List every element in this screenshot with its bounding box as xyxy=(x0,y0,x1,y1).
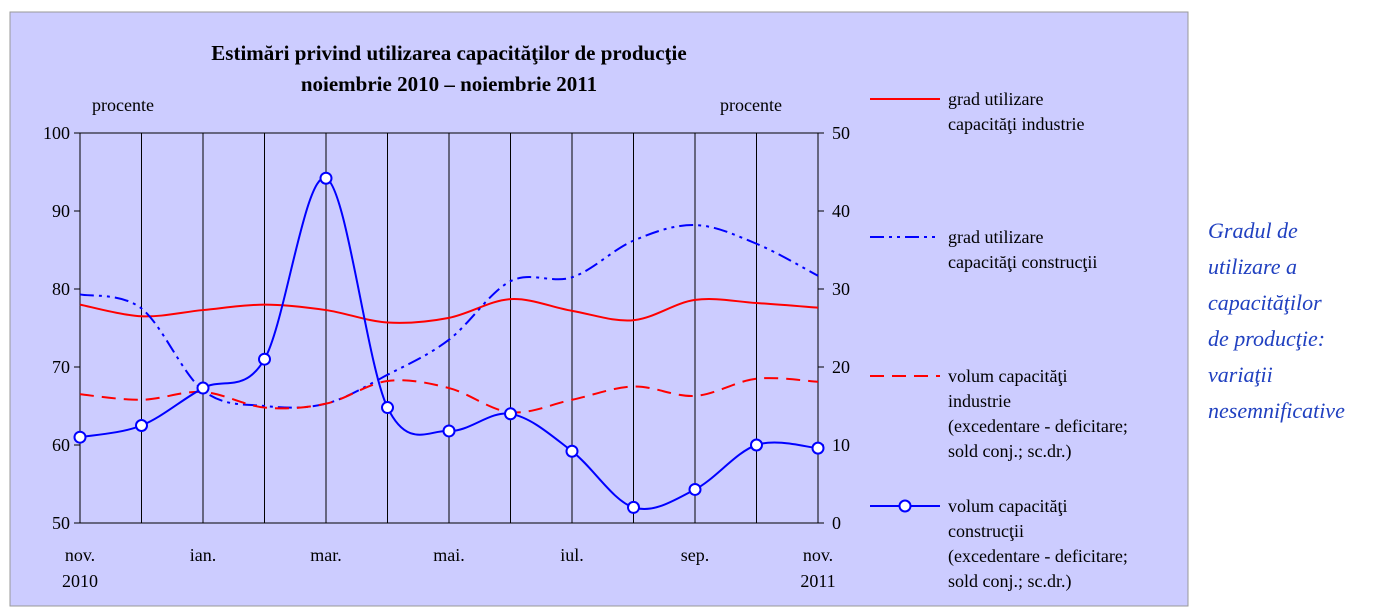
chart-title: Estimări privind utilizarea capacităţilo… xyxy=(211,41,686,65)
series-line xyxy=(79,177,819,510)
x-tick-label: sep. xyxy=(681,545,710,565)
point xyxy=(73,430,87,444)
legend-label: grad utilizare capacităţi industrie xyxy=(948,89,1084,134)
point xyxy=(750,438,763,452)
legend-label: volum capacităţi construcţii (excedentare … xyxy=(948,496,1128,592)
y-tick-label: 60 xyxy=(52,435,70,455)
point xyxy=(442,424,456,438)
point xyxy=(319,171,333,185)
point xyxy=(688,482,702,496)
y2-axis-label: procente xyxy=(720,95,782,115)
point xyxy=(627,500,640,514)
y-tick-label: 80 xyxy=(52,279,70,299)
y2-tick-label: 40 xyxy=(832,201,850,221)
y2-tick-label: 10 xyxy=(832,435,850,455)
y2-tick-label: 30 xyxy=(832,279,850,299)
legend-label: grad utilizare capacităţi construcţii xyxy=(948,227,1097,272)
x-tick-label: iul. xyxy=(560,545,584,565)
side-note: Gradul de utilizare a capacităţilor de prod… xyxy=(1208,218,1345,423)
y2-tick-label: 20 xyxy=(832,357,850,377)
x-tick-label: nov. 2011 xyxy=(800,545,835,591)
point xyxy=(135,419,148,432)
point xyxy=(258,352,271,366)
y-axis-label: procente xyxy=(92,95,154,115)
y-tick-label: 70 xyxy=(52,357,70,377)
x-tick-label: nov. 2010 xyxy=(62,545,98,591)
legend-marker xyxy=(898,499,912,513)
legend-label: volum capacităţi industrie (excedentare - … xyxy=(948,366,1128,462)
point xyxy=(381,401,394,415)
x-tick-label: mai. xyxy=(433,545,465,565)
point xyxy=(565,444,579,458)
series-line xyxy=(79,298,819,324)
point xyxy=(504,407,517,421)
point xyxy=(811,441,825,455)
x-tick-label: mar. xyxy=(310,545,342,565)
y-tick-label: 90 xyxy=(52,201,70,221)
chart-subtitle: noiembrie 2010 – noiembrie 2011 xyxy=(301,72,597,96)
x-tick-label: ian. xyxy=(190,545,217,565)
point xyxy=(196,381,210,395)
y-tick-label: 50 xyxy=(52,513,70,533)
y2-tick-label: 50 xyxy=(832,123,850,143)
y2-tick-label: 0 xyxy=(832,513,841,533)
y-tick-label: 100 xyxy=(43,123,70,143)
